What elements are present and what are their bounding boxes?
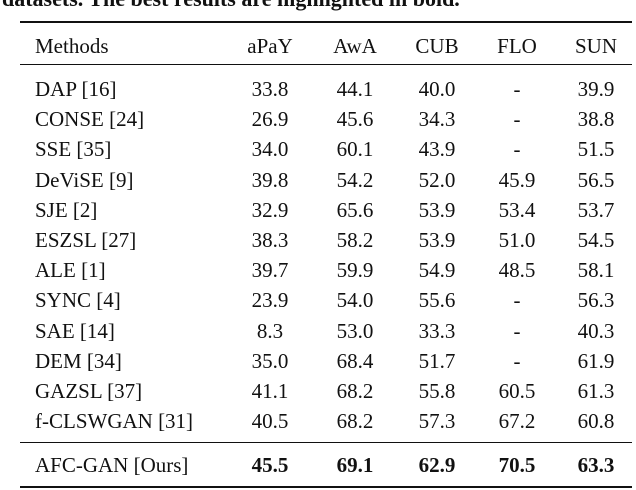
- value-cell: 56.5: [577, 167, 615, 192]
- value-cell: 68.4: [336, 348, 374, 373]
- table-caption: datasets. The best results are highlight…: [2, 0, 460, 12]
- method-cell: DeViSE [9]: [35, 167, 134, 192]
- value-cell: 53.0: [336, 318, 374, 343]
- value-cell: 40.5: [251, 409, 289, 434]
- value-cell: 45.6: [336, 107, 374, 132]
- value-cell: 58.1: [577, 258, 615, 283]
- value-cell: 33.8: [251, 77, 289, 101]
- header-cell: CUB: [415, 34, 459, 58]
- value-cell: -: [513, 107, 521, 132]
- value-cell: 54.5: [577, 228, 615, 252]
- value-cell: 35.0: [251, 348, 289, 373]
- header-cell: FLO: [497, 34, 537, 58]
- bottom-rule: [20, 486, 632, 488]
- header-cell: aPaY: [247, 34, 293, 58]
- value-cell: 54.9: [418, 258, 456, 283]
- best-value-cell: 62.9: [418, 453, 456, 477]
- value-cell: 65.6: [336, 197, 374, 222]
- value-cell: 55.8: [418, 379, 456, 403]
- value-cell: 52.0: [418, 167, 456, 192]
- value-cell: 32.9: [251, 197, 289, 222]
- value-cell: 40.0: [418, 77, 456, 101]
- header-rule: [20, 64, 632, 65]
- value-cell: 39.7: [251, 258, 289, 283]
- value-cell: 67.2: [498, 409, 536, 434]
- value-cell: 60.8: [577, 409, 615, 434]
- value-cell: 59.9: [336, 258, 374, 283]
- value-cell: 54.2: [336, 167, 374, 192]
- header-cell: SUN: [574, 34, 618, 58]
- value-cell: 51.0: [498, 228, 536, 252]
- value-cell: 38.8: [577, 107, 615, 132]
- value-cell: 60.5: [498, 379, 536, 403]
- method-cell: SYNC [4]: [35, 288, 121, 313]
- value-cell: 39.8: [251, 167, 289, 192]
- method-cell: f-CLSWGAN [31]: [35, 409, 194, 434]
- value-cell: 61.3: [577, 379, 615, 403]
- top-rule: [20, 21, 632, 23]
- value-cell: 60.1: [336, 137, 374, 162]
- value-cell: 33.3: [418, 318, 456, 343]
- value-cell: 61.9: [577, 348, 615, 373]
- value-cell: 68.2: [336, 409, 374, 434]
- value-cell: -: [513, 137, 521, 162]
- value-cell: -: [513, 77, 521, 101]
- value-cell: 53.9: [418, 197, 456, 222]
- header-cell: AwA: [333, 34, 377, 58]
- value-cell: -: [513, 288, 521, 313]
- value-cell: 68.2: [336, 379, 374, 403]
- value-cell: 39.9: [577, 77, 615, 101]
- value-cell: 53.7: [577, 197, 615, 222]
- method-cell: ALE [1]: [35, 258, 106, 283]
- value-cell: 53.9: [418, 228, 456, 252]
- value-cell: 34.0: [251, 137, 289, 162]
- best-value-cell: 45.5: [251, 453, 289, 477]
- method-cell: DEM [34]: [35, 348, 122, 373]
- value-cell: 56.3: [577, 288, 615, 313]
- method-cell: DAP [16]: [35, 77, 117, 101]
- method-cell: SAE [14]: [35, 318, 115, 343]
- method-cell: GAZSL [37]: [35, 379, 143, 403]
- value-cell: 51.5: [577, 137, 615, 162]
- value-cell: 45.9: [498, 167, 536, 192]
- value-cell: 58.2: [336, 228, 374, 252]
- best-value-cell: 70.5: [498, 453, 536, 477]
- header-cell: Methods: [35, 34, 109, 58]
- value-cell: 51.7: [418, 348, 456, 373]
- value-cell: 55.6: [418, 288, 456, 313]
- value-cell: 43.9: [418, 137, 456, 162]
- best-value-cell: 69.1: [336, 453, 374, 477]
- value-cell: 38.3: [251, 228, 289, 252]
- mid-rule: [20, 442, 632, 443]
- method-cell: SJE [2]: [35, 197, 98, 222]
- value-cell: -: [513, 318, 521, 343]
- value-cell: 26.9: [251, 107, 289, 132]
- value-cell: 57.3: [418, 409, 456, 434]
- value-cell: 34.3: [418, 107, 456, 132]
- value-cell: 23.9: [251, 288, 289, 313]
- method-cell: AFC-GAN [Ours]: [35, 453, 189, 477]
- method-cell: ESZSL [27]: [35, 228, 137, 252]
- method-cell: CONSE [24]: [35, 107, 145, 132]
- value-cell: -: [513, 348, 521, 373]
- value-cell: 8.3: [256, 318, 284, 343]
- method-cell: SSE [35]: [35, 137, 112, 162]
- value-cell: 40.3: [577, 318, 615, 343]
- best-value-cell: 63.3: [577, 453, 615, 477]
- value-cell: 44.1: [336, 77, 374, 101]
- value-cell: 41.1: [251, 379, 289, 403]
- value-cell: 48.5: [498, 258, 536, 283]
- value-cell: 53.4: [498, 197, 536, 222]
- value-cell: 54.0: [336, 288, 374, 313]
